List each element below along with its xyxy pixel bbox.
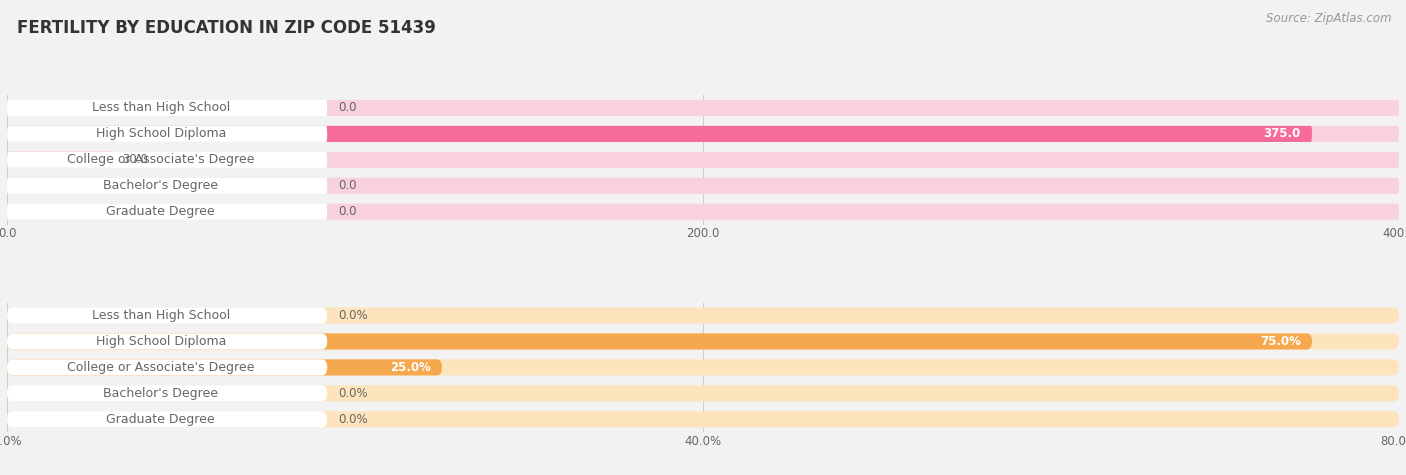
Text: 30.0: 30.0 <box>122 153 149 166</box>
FancyBboxPatch shape <box>7 411 1399 428</box>
Text: High School Diploma: High School Diploma <box>96 127 226 141</box>
FancyBboxPatch shape <box>7 152 111 168</box>
Text: 375.0: 375.0 <box>1264 127 1301 141</box>
Text: 75.0%: 75.0% <box>1260 335 1301 348</box>
FancyBboxPatch shape <box>7 204 1399 220</box>
FancyBboxPatch shape <box>7 152 1399 168</box>
Text: Less than High School: Less than High School <box>91 102 229 114</box>
Text: College or Associate's Degree: College or Associate's Degree <box>67 153 254 166</box>
FancyBboxPatch shape <box>7 204 328 220</box>
Text: Source: ZipAtlas.com: Source: ZipAtlas.com <box>1267 12 1392 25</box>
Text: 0.0%: 0.0% <box>339 309 368 322</box>
Text: 0.0: 0.0 <box>339 102 357 114</box>
FancyBboxPatch shape <box>7 126 1399 142</box>
FancyBboxPatch shape <box>7 152 328 168</box>
Text: Bachelor's Degree: Bachelor's Degree <box>103 387 218 400</box>
FancyBboxPatch shape <box>7 333 1399 350</box>
Text: Graduate Degree: Graduate Degree <box>107 205 215 218</box>
FancyBboxPatch shape <box>7 126 1312 142</box>
Text: Bachelor's Degree: Bachelor's Degree <box>103 179 218 192</box>
Text: College or Associate's Degree: College or Associate's Degree <box>67 361 254 374</box>
FancyBboxPatch shape <box>7 360 328 375</box>
FancyBboxPatch shape <box>7 100 1399 116</box>
FancyBboxPatch shape <box>7 385 1399 401</box>
FancyBboxPatch shape <box>7 126 328 142</box>
FancyBboxPatch shape <box>7 333 328 350</box>
FancyBboxPatch shape <box>7 307 1399 323</box>
Text: Less than High School: Less than High School <box>91 309 229 322</box>
Text: 0.0%: 0.0% <box>339 387 368 400</box>
Text: 0.0: 0.0 <box>339 179 357 192</box>
FancyBboxPatch shape <box>7 360 1399 375</box>
Text: High School Diploma: High School Diploma <box>96 335 226 348</box>
FancyBboxPatch shape <box>7 178 1399 194</box>
Text: FERTILITY BY EDUCATION IN ZIP CODE 51439: FERTILITY BY EDUCATION IN ZIP CODE 51439 <box>17 19 436 37</box>
Text: 0.0: 0.0 <box>339 205 357 218</box>
FancyBboxPatch shape <box>7 333 1312 350</box>
FancyBboxPatch shape <box>7 178 328 194</box>
FancyBboxPatch shape <box>7 385 328 401</box>
FancyBboxPatch shape <box>7 307 328 323</box>
Text: Graduate Degree: Graduate Degree <box>107 413 215 426</box>
FancyBboxPatch shape <box>7 360 441 375</box>
FancyBboxPatch shape <box>7 100 328 116</box>
Text: 25.0%: 25.0% <box>389 361 430 374</box>
Text: 0.0%: 0.0% <box>339 413 368 426</box>
FancyBboxPatch shape <box>7 411 328 428</box>
